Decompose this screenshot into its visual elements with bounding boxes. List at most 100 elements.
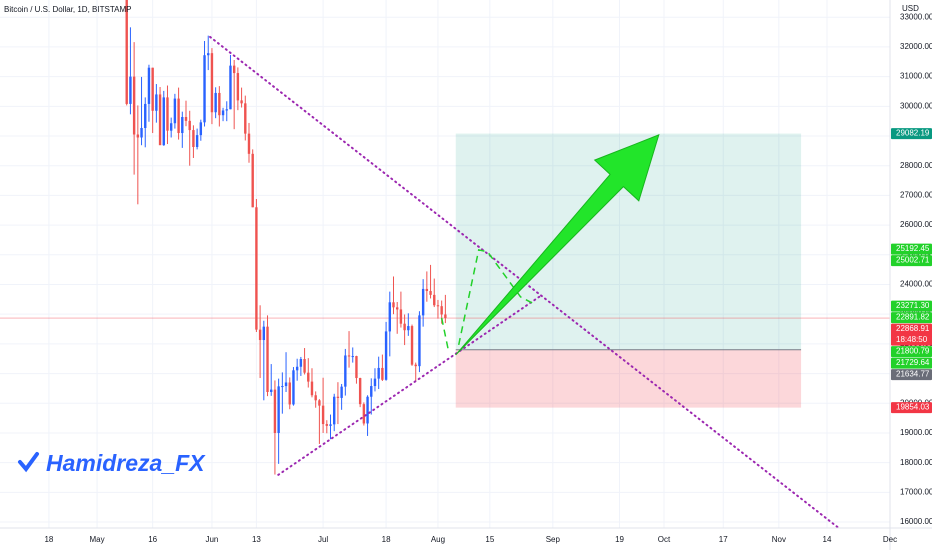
grid [0, 0, 891, 528]
candle-body [262, 326, 266, 341]
candle-body [429, 291, 432, 295]
plot-area [0, 0, 890, 528]
y-tick-label: 30000.00 [900, 101, 932, 110]
candle-body [229, 65, 232, 110]
x-tick-label: Oct [658, 535, 671, 544]
candle-body [433, 294, 436, 306]
candle-body [277, 386, 280, 433]
candle-body [436, 305, 440, 307]
candle-body [392, 302, 395, 308]
candle-body [310, 381, 314, 396]
currency: USD [902, 4, 919, 13]
price-label-bg [891, 323, 932, 346]
chart-title: Bitcoin / U.S. Dollar, 1D, BITSTAMP [4, 5, 131, 14]
candle-body [151, 67, 154, 111]
x-tick-label: 18 [382, 535, 391, 544]
candle-body [329, 424, 332, 426]
x-tick-label: 14 [823, 535, 832, 544]
candle-body [221, 110, 225, 116]
price-label-bg [891, 369, 932, 381]
candle-body [381, 367, 384, 380]
price-label: 21634.77 [896, 370, 930, 379]
candle-body [258, 329, 262, 341]
candle-body [336, 396, 340, 398]
candle-body [255, 207, 258, 330]
x-tick-label: May [90, 535, 105, 544]
candle-body [166, 97, 169, 131]
candle-body [136, 134, 140, 138]
candle-body [181, 117, 184, 134]
candle-body [355, 356, 358, 379]
candle-body [158, 94, 162, 146]
candle-body [362, 404, 366, 424]
price-label-bg [891, 402, 932, 414]
watermark: Hamidreza_FX [46, 450, 206, 476]
candle-body [251, 153, 254, 208]
price-label-bg [891, 300, 932, 312]
price-label: 22868.91 [896, 324, 930, 333]
y-tick-label: 27000.00 [900, 191, 932, 200]
x-tick-label: Jun [205, 535, 218, 544]
candle-body [188, 120, 191, 131]
candle-body [314, 395, 317, 401]
candle-body [244, 103, 247, 134]
candle-body [195, 135, 199, 147]
price-label: 21800.79 [896, 347, 930, 356]
candle-body [344, 355, 347, 387]
candle-body [207, 53, 210, 56]
y-tick-label: 18000.00 [900, 458, 932, 467]
price-label-bg [891, 243, 932, 255]
candle-body [199, 122, 203, 136]
x-tick-label: Sep [546, 535, 561, 544]
candle-body [403, 323, 406, 331]
candle-body [425, 288, 429, 292]
price-label-bg [891, 346, 932, 358]
x-tick-label: Jul [318, 535, 328, 544]
price-label: 22891.82 [896, 313, 930, 322]
countdown: 18:48:50 [896, 335, 928, 344]
price-label-bg [891, 255, 932, 267]
candle-body [373, 378, 377, 387]
arrow [455, 134, 660, 356]
candle-body [266, 326, 269, 392]
x-tick-label: 19 [615, 535, 624, 544]
candle-body [299, 359, 303, 367]
candle-body [418, 315, 421, 367]
candle-body [144, 103, 147, 128]
x-tick-label: 13 [252, 535, 261, 544]
candle-body [232, 65, 236, 74]
candle-body [140, 127, 143, 138]
x-tick-label: Nov [772, 535, 786, 544]
candle-body [384, 331, 388, 380]
candle-body [388, 302, 391, 332]
candle-body [440, 306, 443, 315]
candle-body [325, 424, 329, 426]
price-label-bg [891, 128, 932, 140]
candle-body [295, 366, 299, 371]
candle-body [333, 396, 336, 425]
axes: 16000.0017000.0018000.0019000.0020000.00… [44, 12, 932, 544]
candle-body [318, 400, 321, 406]
candle-body [370, 386, 373, 397]
candle-body [129, 76, 132, 104]
candle-body [203, 55, 206, 123]
candle-body [421, 288, 425, 316]
y-tick-label: 31000.00 [900, 72, 932, 81]
candle-body [303, 359, 306, 373]
candle-body [399, 309, 403, 324]
x-tick-label: 15 [485, 535, 494, 544]
candle-body [147, 67, 151, 104]
price-label: 25192.45 [896, 244, 930, 253]
candle-body [292, 370, 295, 405]
price-label: 19854.03 [896, 403, 930, 412]
candle-body [225, 109, 228, 111]
candle-body [125, 0, 128, 104]
projection-path [457, 248, 537, 346]
candle-body [177, 98, 180, 134]
y-tick-label: 19000.00 [900, 428, 932, 437]
candle-body [270, 389, 273, 392]
candle-body [162, 97, 165, 146]
x-tick-label: Aug [431, 535, 445, 544]
x-tick-label: 16 [148, 535, 157, 544]
candle-body [414, 364, 417, 367]
